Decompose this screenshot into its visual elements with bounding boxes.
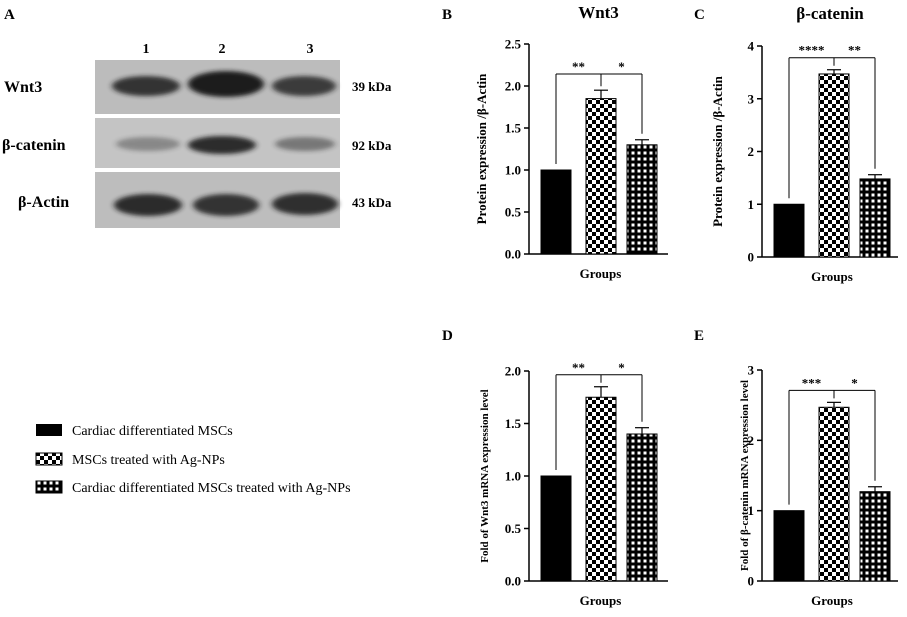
- significance-label: **: [572, 59, 585, 74]
- legend: Cardiac differentiated MSCs MSCs treated…: [35, 424, 351, 496]
- legend-swatch-grid: [35, 480, 63, 494]
- bar-3: [859, 178, 891, 258]
- blot-panel: A 1 2 3 Wnt3 39 kDa β-catenin 92 kDa β-A…: [2, 7, 392, 228]
- blot-row-label-wnt3: Wnt3: [4, 79, 42, 96]
- y-tick-label: 1: [748, 197, 755, 212]
- chart-title: β-catenin: [796, 4, 864, 23]
- legend-swatch-checker: [35, 452, 63, 466]
- significance-label: **: [848, 43, 861, 58]
- bar-1: [540, 475, 572, 582]
- blot-band: [272, 76, 336, 96]
- bar-3: [626, 144, 658, 255]
- blot-band: [116, 137, 180, 151]
- significance-label: *: [851, 375, 858, 390]
- blot-band: [275, 137, 335, 151]
- y-tick-label: 2: [748, 144, 755, 159]
- x-axis-label: Groups: [811, 269, 853, 284]
- y-axis-label: Protein expression /β-Actin: [474, 73, 489, 225]
- y-tick-label: 2.0: [505, 364, 521, 379]
- legend-label-3: Cardiac differentiated MSCs treated with…: [72, 481, 351, 496]
- y-axis-label: Protein expression /β-Actin: [710, 75, 725, 227]
- x-axis-label: Groups: [580, 593, 622, 608]
- y-tick-label: 3: [748, 363, 755, 378]
- panel-label: B: [442, 7, 452, 23]
- significance-label: **: [572, 360, 585, 375]
- y-tick-label: 0: [748, 250, 755, 265]
- blot-row-label-b-actin: β-Actin: [18, 194, 69, 211]
- legend-label-1: Cardiac differentiated MSCs: [72, 424, 233, 439]
- blot-kda-b-catenin: 92 kDa: [352, 138, 392, 153]
- panel-label: E: [694, 328, 704, 344]
- x-axis-label: Groups: [580, 266, 622, 281]
- y-tick-label: 0: [748, 574, 755, 589]
- bar-3: [626, 433, 658, 582]
- legend-swatch-solid: [36, 424, 62, 436]
- chart-wnt3-mrna: D 0.0 0.5 1.0 1.5 2.0 Fold of Wnt3 mRNA expres…: [442, 328, 668, 608]
- panel-label-a: A: [4, 7, 15, 23]
- significance-label: *: [618, 59, 625, 74]
- blot-kda-wnt3: 39 kDa: [352, 79, 392, 94]
- blot-band: [188, 71, 264, 97]
- blot-band: [272, 193, 338, 215]
- y-tick-label: 2.5: [505, 37, 522, 52]
- bar-3: [859, 491, 891, 582]
- legend-label-2: MSCs treated with Ag-NPs: [72, 453, 225, 468]
- y-tick-label: 0.5: [505, 205, 522, 220]
- chart-wnt3-protein: B Wnt3 0.0 0.5 1.0 1.5 2.0 2.5 Protein expressio…: [442, 3, 668, 281]
- y-tick-label: 2.0: [505, 79, 521, 94]
- blot-row-label-b-catenin: β-catenin: [2, 137, 66, 154]
- significance-label: *: [618, 360, 625, 375]
- y-tick-label: 1.0: [505, 469, 521, 484]
- blot-band: [193, 194, 259, 216]
- y-tick-label: 1.5: [505, 416, 522, 431]
- chart-title: Wnt3: [578, 3, 619, 22]
- blot-kda-b-actin: 43 kDa: [352, 195, 392, 210]
- bar-1: [540, 169, 572, 255]
- chart-b-catenin-mrna: E 0 1 2 3 Fold of β-catenin mRNA expression l…: [694, 328, 898, 608]
- blot-band: [188, 136, 256, 154]
- bar-2: [585, 396, 617, 582]
- blot-band: [112, 76, 180, 96]
- panel-label: D: [442, 328, 453, 344]
- bar-1: [773, 203, 805, 258]
- panel-label: C: [694, 7, 705, 23]
- y-tick-label: 0.0: [505, 574, 521, 589]
- lane-label-1: 1: [143, 42, 150, 57]
- y-tick-label: 1: [748, 503, 755, 518]
- y-tick-label: 0.0: [505, 247, 521, 262]
- bar-2: [818, 73, 850, 258]
- y-axis-label: Fold of β-catenin mRNA expression level: [739, 380, 751, 571]
- y-axis-label: Fold of Wnt3 mRNA expression level: [479, 389, 491, 562]
- y-tick-label: 1.5: [505, 121, 522, 136]
- y-tick-label: 0.5: [505, 521, 522, 536]
- y-tick-label: 4: [748, 39, 755, 54]
- bar-2: [818, 406, 850, 582]
- lane-label-2: 2: [219, 42, 226, 57]
- bar-2: [585, 98, 617, 255]
- y-tick-label: 1.0: [505, 163, 521, 178]
- lane-label-3: 3: [307, 42, 314, 57]
- bar-1: [773, 510, 805, 582]
- y-tick-label: 3: [748, 91, 755, 106]
- significance-label: ****: [799, 43, 825, 58]
- y-tick-label: 2: [748, 433, 755, 448]
- x-axis-label: Groups: [811, 593, 853, 608]
- significance-label: ***: [802, 375, 822, 390]
- blot-band: [114, 194, 182, 216]
